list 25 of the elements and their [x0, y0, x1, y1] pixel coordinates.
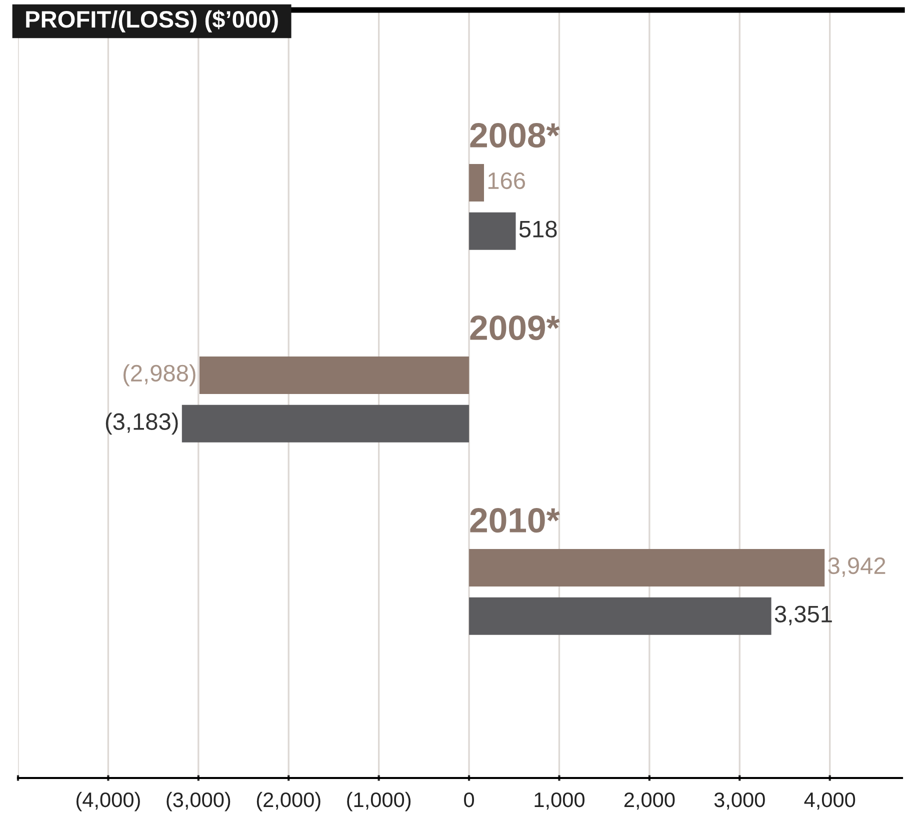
data-label: 3,942 [828, 557, 886, 577]
data-label: 518 [519, 220, 557, 238]
chart-title: PROFIT/(LOSS) ($’000) [26, 10, 278, 32]
x-tick-label: 4,000 [804, 792, 856, 810]
x-tick-label: (1,000) [347, 792, 411, 812]
x-tick-label: (4,000) [76, 792, 140, 812]
bar [469, 164, 484, 202]
bar [182, 404, 470, 442]
data-label: (2,988) [124, 364, 196, 386]
bar [469, 212, 516, 250]
y-tick-label: 2009* [470, 316, 560, 340]
bar [469, 548, 825, 586]
x-tick-label: 3,000 [714, 792, 765, 810]
x-tick-label: (3,000) [166, 792, 230, 812]
x-tick-label: 0 [464, 792, 474, 808]
data-label: 3,351 [774, 606, 832, 626]
bar [199, 356, 470, 394]
y-tick-label: 2010* [470, 508, 560, 533]
y-tick-label: 2008* [470, 123, 560, 148]
x-tick-label: 1,000 [534, 792, 584, 810]
x-tick-label: (2,000) [256, 792, 320, 812]
data-label: 166 [488, 172, 525, 190]
bar [469, 597, 772, 635]
x-tick-label: 2,000 [624, 792, 675, 810]
data-label: (3,183) [106, 412, 178, 435]
